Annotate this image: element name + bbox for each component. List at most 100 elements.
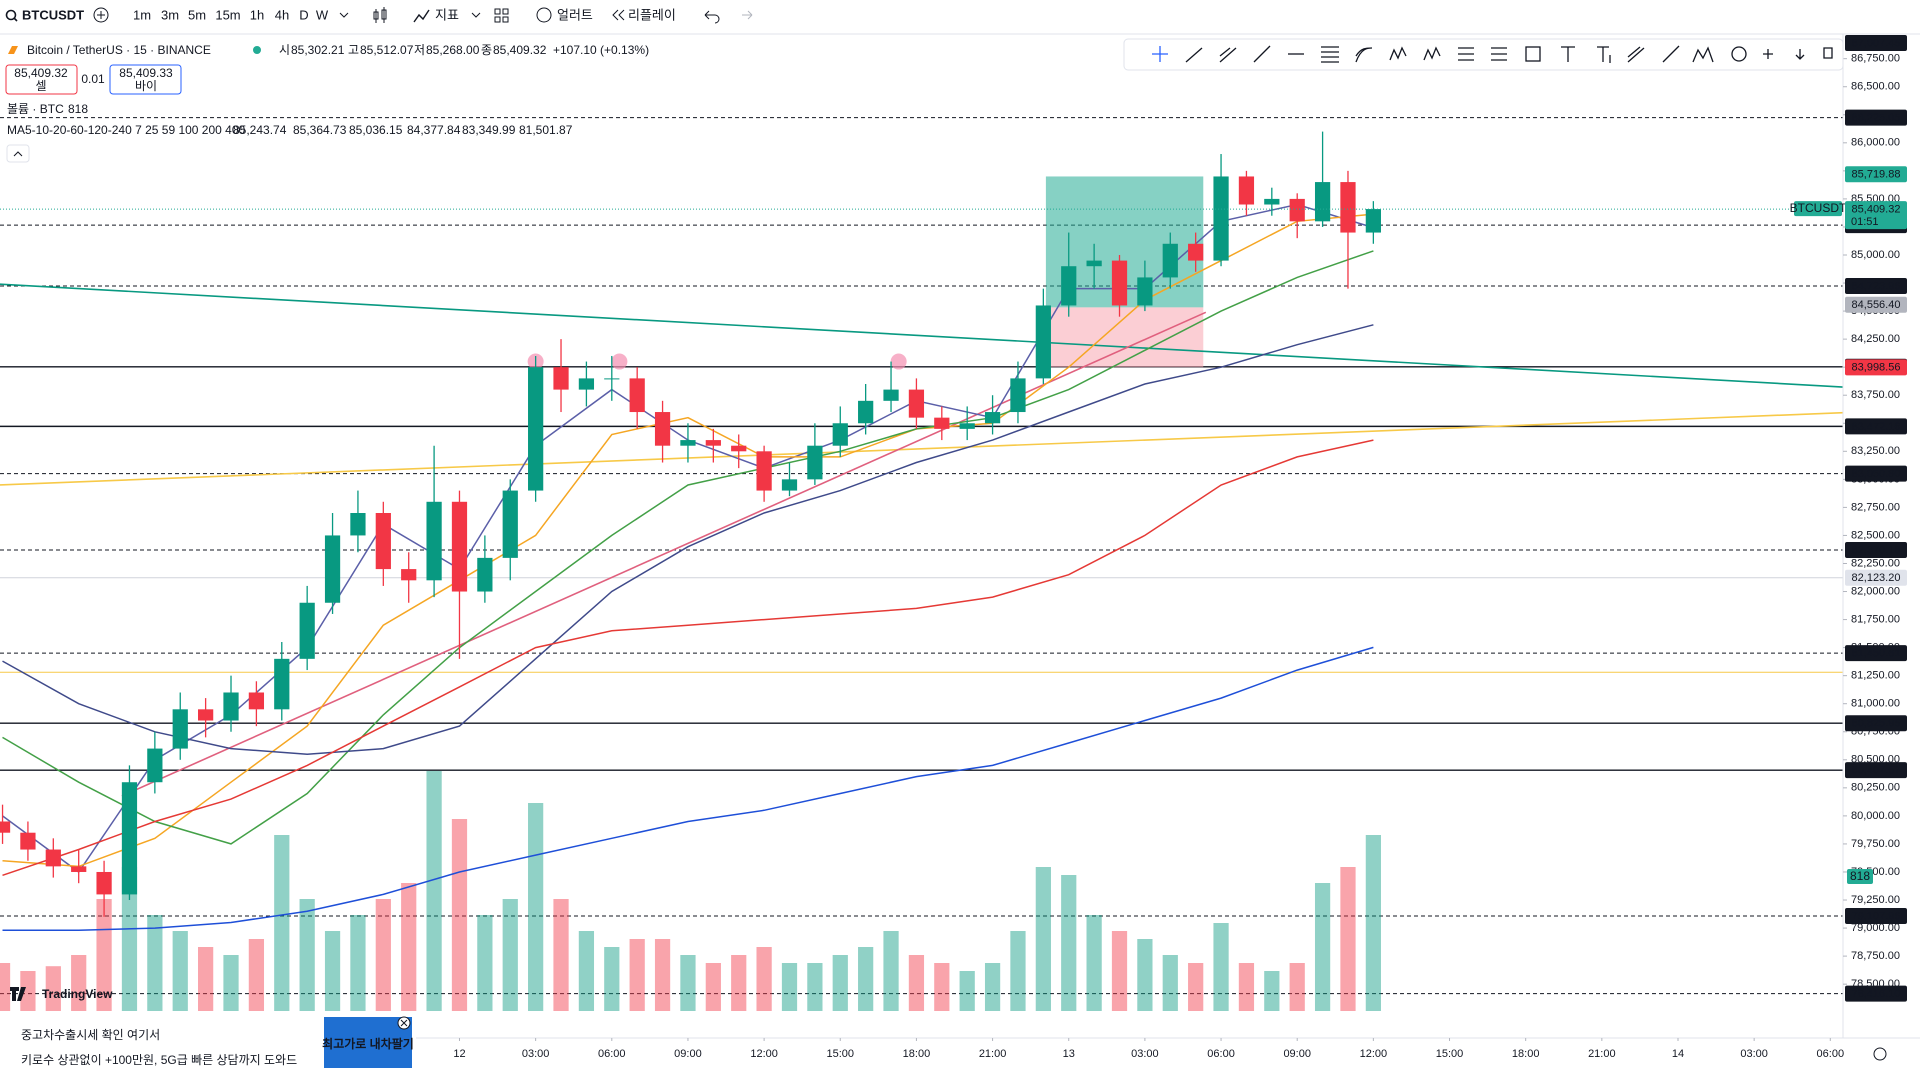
interval-menu[interactable] — [339, 12, 349, 18]
replay-icon[interactable] — [612, 9, 625, 21]
volume-bar — [705, 963, 721, 1011]
pattern-tool[interactable] — [1389, 46, 1407, 61]
y-tick-label: 82,500.00 — [1851, 529, 1900, 541]
y-tick-label: 80,000.00 — [1851, 810, 1900, 822]
close-value: 85,409.32 — [493, 43, 547, 57]
volume-bar — [477, 915, 493, 1011]
add-symbol[interactable] — [93, 7, 109, 23]
trend-tool[interactable] — [1185, 47, 1203, 63]
search-icon[interactable] — [5, 9, 17, 21]
interval[interactable]: 1h — [250, 7, 264, 22]
price-label — [1845, 569, 1907, 586]
zoom-tool[interactable] — [1763, 49, 1773, 59]
moving-average — [2, 439, 1374, 877]
candle-body — [502, 490, 518, 558]
candle-body — [756, 451, 772, 491]
y-tick-label: 78,750.00 — [1851, 950, 1900, 962]
x-tick-label: 06:00 — [1817, 1048, 1845, 1060]
ad-close-icon — [400, 1019, 408, 1027]
alert-icon[interactable] — [536, 7, 552, 23]
measure-tool[interactable] — [1731, 46, 1747, 62]
x-tick-label: 03:00 — [522, 1048, 550, 1060]
volume-bar — [1137, 939, 1153, 1011]
y-tick-label: 82,000.00 — [1851, 585, 1900, 597]
replay[interactable]: 리플레이 — [628, 7, 676, 22]
ad-title[interactable]: 중고차수출시세 확인 여기서 — [21, 1028, 160, 1042]
candle-body — [198, 709, 214, 721]
y-tick-label: 82,750.00 — [1851, 501, 1900, 513]
volume-bar — [1061, 875, 1077, 1011]
cursor-tool[interactable] — [1152, 46, 1168, 62]
ad-text[interactable]: 키로수 상관없이 +100만원, 5G급 빠른 상담까지 도와드 — [21, 1053, 297, 1067]
candle-body — [45, 849, 61, 867]
volume-bar — [0, 963, 11, 1011]
price-label-text: 83,050.80 — [1852, 468, 1901, 480]
cycle-tool[interactable] — [1458, 47, 1474, 61]
volume-bar — [96, 899, 112, 1011]
y-tick-label: 85,000.00 — [1851, 249, 1900, 261]
forecast-tool[interactable] — [1692, 46, 1714, 63]
alerts[interactable]: 얼러트 — [557, 7, 593, 22]
market-status — [253, 46, 261, 54]
x-tick-label: 09:00 — [674, 1048, 702, 1060]
interval[interactable]: D — [299, 7, 308, 22]
volume-bar — [528, 803, 544, 1011]
interval[interactable]: W — [316, 7, 329, 22]
hide-tool[interactable] — [1795, 49, 1805, 60]
path-tool[interactable] — [1627, 46, 1645, 63]
candle-body — [984, 412, 1001, 424]
line-tool[interactable] — [1253, 45, 1271, 63]
shape-tool[interactable] — [1525, 46, 1541, 62]
interval[interactable]: 5m — [188, 7, 206, 22]
drawing-toolbar — [1123, 38, 1844, 71]
channel-tool[interactable] — [1219, 47, 1237, 63]
sell-button[interactable] — [5, 64, 78, 95]
pivot-marker — [890, 353, 907, 370]
interval[interactable]: 3m — [161, 7, 179, 22]
trend-line — [0, 411, 1843, 486]
moving-average — [2, 324, 1374, 755]
fib-tool[interactable] — [1321, 46, 1339, 63]
volume-bar — [1010, 931, 1026, 1011]
legend-title: Bitcoin / TetherUS · 15 · BINANCE — [27, 43, 211, 57]
projection-tool[interactable] — [1491, 47, 1507, 61]
candle-body — [1289, 198, 1305, 222]
note-tool[interactable] — [1597, 46, 1611, 63]
volume-bar — [756, 947, 772, 1011]
lock-tool[interactable] — [1823, 47, 1833, 59]
interval[interactable]: 1m — [133, 7, 151, 22]
price-label — [1845, 296, 1907, 313]
ad-image[interactable] — [324, 1017, 412, 1068]
redo[interactable] — [742, 10, 753, 20]
drawing-tools — [1152, 45, 1833, 63]
plot-area — [0, 117, 1843, 1011]
volume-bar — [959, 971, 975, 1011]
x-tick-label: 12:00 — [1360, 1048, 1388, 1060]
candle-body — [858, 400, 874, 424]
chart-type[interactable] — [373, 7, 387, 23]
x-tick-label: 15:00 — [827, 1048, 855, 1060]
interval[interactable]: 4h — [275, 7, 289, 22]
undo[interactable] — [704, 10, 720, 24]
text-tool[interactable] — [1561, 46, 1575, 62]
volume-bar — [350, 915, 366, 1011]
volume-bar — [299, 899, 315, 1011]
indicators-menu[interactable] — [471, 12, 481, 18]
indicators-icon[interactable] — [413, 9, 430, 23]
indicators[interactable]: 지표 — [435, 7, 459, 22]
buy-button[interactable] — [109, 64, 182, 95]
collapse-legend[interactable] — [6, 144, 30, 163]
symbol[interactable]: BTCUSDT — [22, 7, 84, 22]
layouts[interactable] — [494, 8, 509, 23]
candle-body — [528, 367, 544, 491]
fan-tool[interactable] — [1355, 47, 1373, 63]
candle-body — [1061, 266, 1077, 306]
volume-bar — [1162, 955, 1178, 1011]
elliott-tool[interactable] — [1423, 46, 1441, 61]
candle-body — [147, 748, 163, 783]
settings[interactable] — [1873, 1047, 1887, 1061]
brush-tool[interactable] — [1662, 45, 1680, 63]
interval[interactable]: 15m — [215, 7, 240, 22]
